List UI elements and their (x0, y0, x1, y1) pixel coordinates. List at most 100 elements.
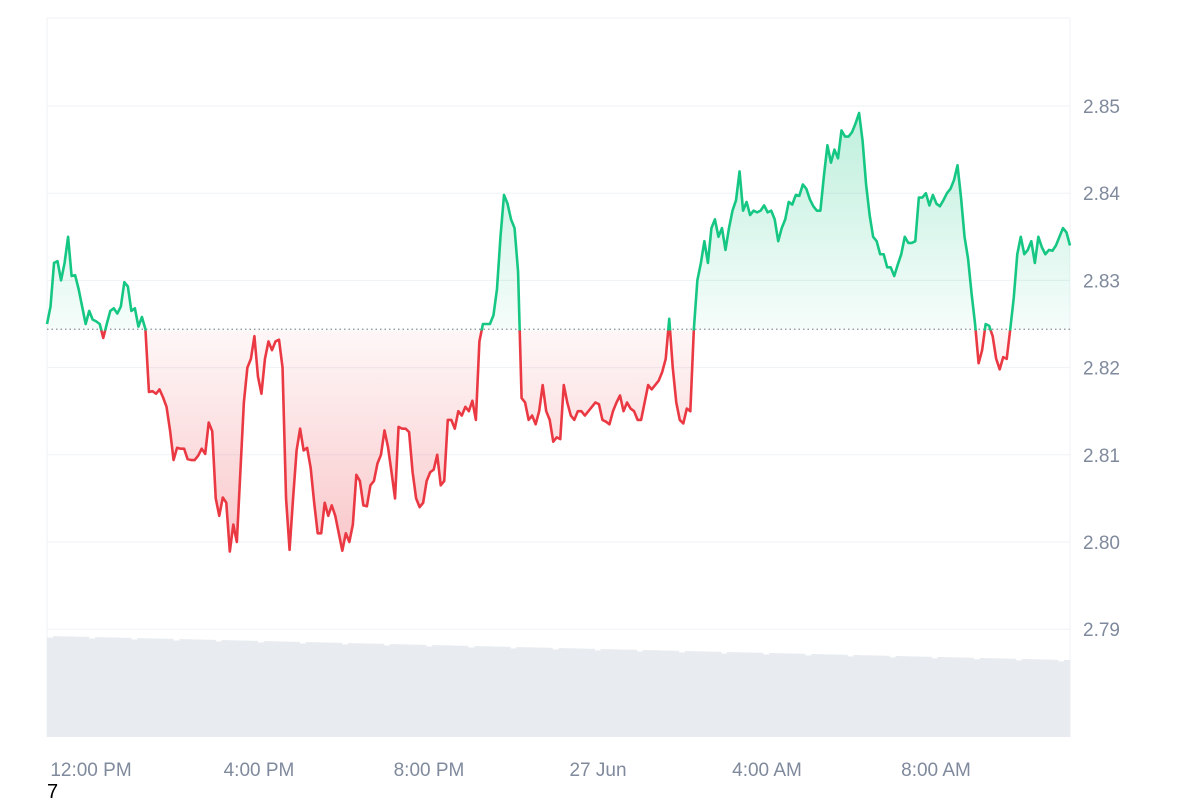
volume-bar (781, 653, 788, 737)
volume-bar (59, 636, 66, 737)
volume-bar (817, 654, 824, 737)
volume-bar (95, 637, 102, 737)
volume-bar (895, 656, 902, 737)
volume-bar (582, 648, 589, 737)
volume-bar (281, 641, 289, 737)
volume-bar (89, 638, 96, 737)
x-tick-label: 8:00 PM (394, 760, 465, 781)
volume-bar (335, 642, 343, 737)
volume-bar (739, 652, 746, 737)
volume-bar (53, 636, 60, 737)
volume-bar (414, 644, 421, 737)
volume-bar (77, 636, 84, 737)
volume-bar (377, 643, 385, 737)
volume-bar (257, 642, 264, 737)
volume-bar (534, 647, 541, 737)
price-area (47, 112, 1070, 552)
volume-bar (209, 639, 216, 737)
volume-bar (967, 657, 975, 737)
volume-bar (131, 639, 138, 737)
volume-bar (179, 639, 186, 737)
volume-bar (540, 647, 547, 737)
y-tick-label: 2.83 (1083, 271, 1120, 292)
volume-bar (997, 658, 1005, 737)
volume-bar (570, 648, 577, 737)
volume-bar (552, 649, 559, 737)
volume-bar (937, 657, 944, 737)
price-area-above (47, 112, 1070, 331)
volume-bar (955, 657, 962, 737)
volume-bar (107, 637, 114, 737)
volume-bar (991, 658, 999, 737)
volume-bar (185, 639, 192, 737)
volume-bar (684, 651, 692, 737)
volume-bar (726, 652, 734, 737)
volume-bar (660, 650, 668, 737)
volume-bar (811, 654, 818, 737)
volume-bar (480, 646, 487, 737)
volume-bar (191, 639, 198, 737)
volume-bar (317, 642, 325, 737)
volume-bar (775, 653, 782, 737)
price-area-below (101, 330, 1011, 552)
volume-bar (438, 645, 445, 737)
volume-bar (654, 650, 662, 737)
volume-bar (1015, 660, 1023, 737)
volume-bar (793, 653, 800, 737)
volume-bar (341, 644, 349, 737)
volume-bar (714, 651, 722, 737)
volume-bar (1051, 659, 1059, 737)
volume-bar (426, 646, 433, 737)
volume-bar (708, 651, 716, 737)
volume-bar (347, 643, 355, 737)
volume-bar (943, 657, 950, 737)
volume-bar (221, 640, 228, 737)
volume-bar (323, 642, 331, 737)
volume-bar (1027, 659, 1035, 737)
volume-bar (733, 652, 740, 737)
volume-bar (925, 656, 932, 737)
volume-bar (630, 649, 638, 737)
volume-bar (919, 656, 926, 737)
price-line-up (45, 111, 1072, 331)
volume-bar (450, 645, 457, 737)
volume-bar (823, 654, 830, 737)
volume-bar (702, 651, 710, 737)
volume-bar (113, 637, 120, 737)
volume-bar (763, 654, 770, 737)
volume-bar (251, 640, 258, 737)
volume-bar (564, 648, 571, 737)
volume-bar (859, 655, 866, 737)
volume-bar (510, 648, 517, 737)
volume-bar (594, 650, 601, 737)
y-tick-label: 2.84 (1083, 184, 1120, 205)
y-axis-labels: 2.79 2.80 2.81 2.82 2.83 2.84 2.85 (1083, 97, 1120, 641)
x-tick-label: 27 Jun (569, 760, 626, 781)
y-tick-label: 2.79 (1083, 620, 1120, 641)
volume-bar (239, 640, 246, 737)
volume-bar (119, 637, 126, 737)
volume-bar (263, 641, 270, 737)
volume-bar (1003, 658, 1011, 737)
volume-bar (486, 646, 493, 737)
volume-bar (648, 650, 656, 737)
volume-bar (907, 656, 914, 737)
volume-bar (65, 636, 72, 737)
volume-bar (1009, 658, 1017, 737)
volume-bar (299, 643, 307, 737)
volume-bar (498, 646, 505, 737)
volume-bar (847, 656, 854, 737)
volume-bar (329, 642, 337, 737)
volume-bar (167, 638, 174, 737)
volume-bar (600, 649, 607, 737)
volume-bar (293, 641, 301, 737)
volume-bar (696, 651, 704, 737)
volume-bar (1039, 659, 1047, 737)
volume-bar (396, 644, 403, 737)
price-line-down (100, 330, 1012, 553)
volume-bar (353, 643, 361, 737)
volume-bar (1057, 661, 1065, 737)
volume-bar (269, 641, 276, 737)
